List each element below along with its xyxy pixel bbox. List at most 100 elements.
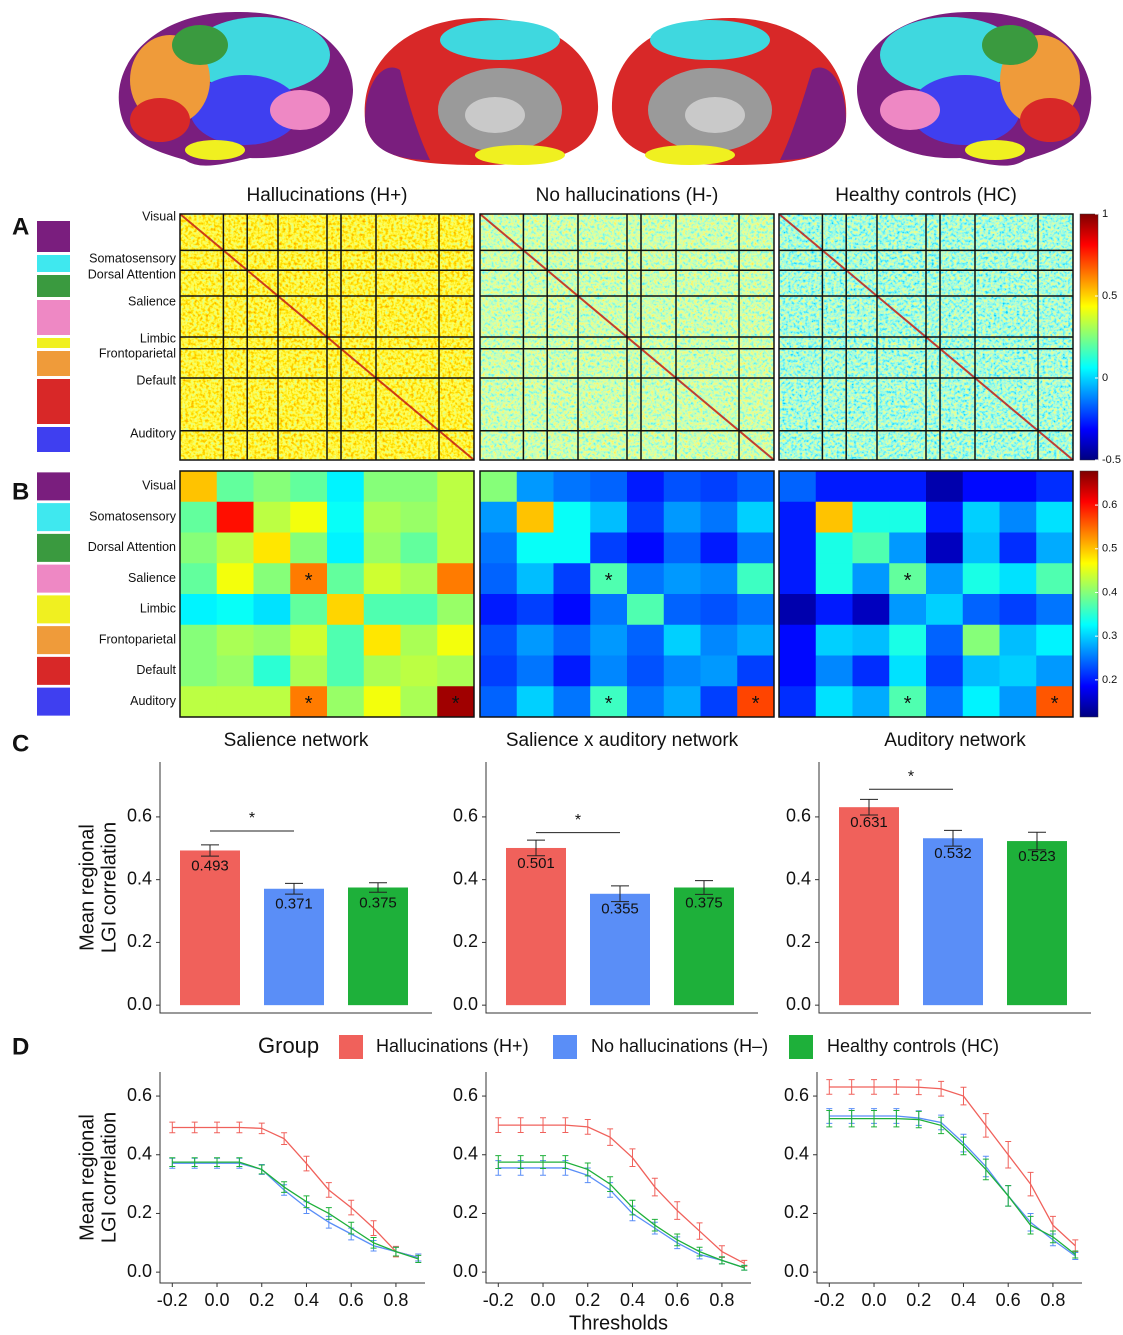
heatmap-cell [1036,656,1073,687]
error-bar [1072,1240,1078,1252]
heatmap-cell [554,625,591,656]
error-bar [983,1114,989,1137]
heatmap-cell [1036,502,1073,533]
heatmap-cell [816,625,853,656]
x-tick-label: 0.4 [294,1290,319,1310]
heatmap-cell [437,533,474,564]
heatmap-cell [963,563,1000,594]
y-axis-label: Mean regional [76,824,98,951]
heatmap-cell [290,502,327,533]
heatmap-cell [816,686,853,717]
heatmap-cell [364,533,401,564]
heatmap-cell [554,533,591,564]
network-swatch [37,657,70,685]
heatmap-cell [816,533,853,564]
heatmap-cell [437,594,474,625]
network-swatch [37,688,70,716]
y-tick-label: 0.4 [786,868,811,888]
heatmap-cell [590,656,627,687]
heatmap-cell [480,563,517,594]
heatmap-cell [853,625,890,656]
heatmap-cell [1000,502,1037,533]
network-label: Somatosensory [89,251,177,265]
heatmap-cell [217,686,254,717]
network-swatch [37,255,70,272]
heatmap-cell [963,686,1000,717]
heatmap-cell [926,625,963,656]
bar [839,807,899,1005]
network-label: Default [136,373,176,387]
network-label: Somatosensory [89,509,177,523]
heatmap-cell [554,563,591,594]
heatmap-cell [401,502,438,533]
heatmap-cell [853,471,890,502]
colorbar-tick-label: 0.6 [1102,499,1117,511]
heatmap-cell [254,686,291,717]
x-tick-label: 0.4 [620,1290,645,1310]
y-tick-label: 0.2 [784,1202,809,1222]
heatmap-cell [664,471,701,502]
heatmap-cell [401,686,438,717]
heatmap-cell [1036,625,1073,656]
heatmap-cell [327,594,364,625]
heatmap-cell [701,563,738,594]
heatmap-cell [327,625,364,656]
heatmap-cell [627,471,664,502]
heatmap-cell [627,502,664,533]
heatmap-cell [401,625,438,656]
network-label: Dorsal Attention [88,267,176,281]
significance-star: * [605,570,613,592]
legend-label: Hallucinations (H+) [376,1036,529,1056]
error-bar [652,1178,658,1196]
heatmap-cell [701,594,738,625]
heatmap-cell [517,533,554,564]
error-bar [697,1223,703,1239]
heatmap-cell [217,563,254,594]
heatmap-cell [779,502,816,533]
network-swatch [37,221,70,252]
heatmap-cell [737,471,774,502]
heatmap-cell [627,686,664,717]
series-line [172,1162,418,1259]
heatmap-cell [180,502,217,533]
heatmap-cell [480,656,517,687]
error-bar [674,1202,680,1220]
heatmap-cell [327,686,364,717]
heatmap-cell [889,656,926,687]
colorbar-tick-label: 0.3 [1102,630,1117,642]
group-header: Hallucinations (H+) [246,185,407,206]
heatmap-cell [1036,594,1073,625]
heatmap-cell [779,563,816,594]
significance-star: * [452,693,460,715]
error-bar [719,1246,725,1258]
heatmap-cell [926,471,963,502]
heatmap-cell [664,686,701,717]
heatmap-cell [364,563,401,594]
network-label: Auditory [130,426,177,440]
heatmap-cell [889,625,926,656]
heatmap-cell [217,625,254,656]
heatmap-cell [1036,563,1073,594]
heatmap-cell [701,471,738,502]
heatmap-cell [926,656,963,687]
heatmap-cell [290,533,327,564]
heatmap-cell [627,563,664,594]
x-tick-label: 0.6 [665,1290,690,1310]
y-tick-label: 0.2 [453,1202,478,1222]
y-tick-label: 0.2 [127,931,152,951]
heatmap-cell [364,502,401,533]
figure: ABCDHallucinations (H+)No hallucinations… [0,0,1123,1335]
heatmap-cell [926,594,963,625]
panel-label: D [12,1033,29,1060]
heatmap-cell [364,625,401,656]
x-tick-label: 0.2 [575,1290,600,1310]
heatmap-cell [737,625,774,656]
heatmap-cell [180,471,217,502]
heatmap-cell [664,563,701,594]
heatmap-cell [779,625,816,656]
heatmap-cell [590,471,627,502]
network-label: Visual [142,479,176,493]
error-bar [1005,1186,1011,1207]
series-line [498,1125,744,1263]
heatmap-cell [737,502,774,533]
